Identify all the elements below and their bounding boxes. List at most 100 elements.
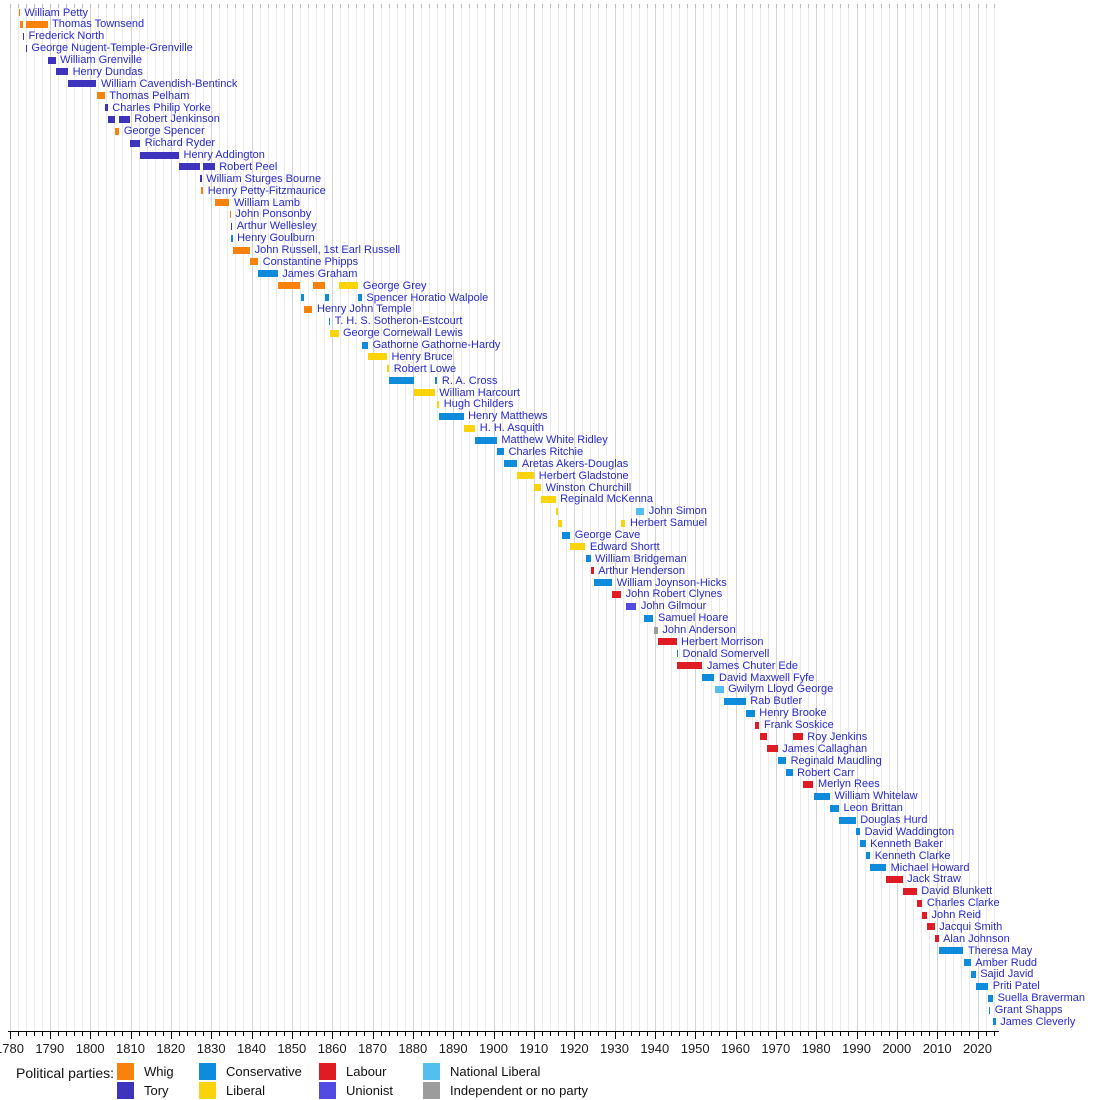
person-label[interactable]: Henry Bruce (391, 350, 453, 363)
person-label[interactable]: Henry Petty-Fitzmaurice (207, 184, 326, 197)
term-bar[interactable] (653, 626, 658, 634)
person-label[interactable]: Reginald McKenna (560, 493, 654, 506)
person-label[interactable]: Henry Dundas (72, 65, 143, 78)
term-bar[interactable] (324, 294, 329, 301)
term-bar[interactable] (541, 495, 556, 503)
term-bar[interactable] (927, 923, 935, 931)
term-bar[interactable] (229, 210, 231, 218)
person-label[interactable]: Merlyn Rees (818, 778, 880, 791)
term-bar[interactable] (96, 92, 105, 100)
person-label[interactable]: Winston Churchill (545, 481, 632, 494)
term-bar[interactable] (714, 685, 724, 693)
term-bar[interactable] (203, 163, 215, 171)
person-label[interactable]: David Maxwell Fyfe (719, 671, 815, 684)
person-label[interactable]: Richard Ryder (144, 137, 216, 150)
person-label[interactable]: William Cavendish-Bentinck (101, 77, 238, 90)
term-bar[interactable] (19, 20, 23, 28)
term-bar[interactable] (865, 852, 871, 860)
person-label[interactable]: James Callaghan (782, 742, 868, 755)
person-label[interactable]: Charles Philip Yorke (112, 101, 211, 114)
person-label[interactable]: Aretas Akers-Douglas (521, 457, 629, 470)
term-bar[interactable] (389, 377, 414, 385)
term-bar[interactable] (555, 507, 559, 515)
term-bar[interactable] (612, 590, 622, 598)
person-label[interactable]: Spencer Horatio Walpole (366, 291, 489, 304)
term-bar[interactable] (677, 662, 703, 670)
term-bar[interactable] (368, 353, 387, 361)
person-label[interactable]: Constantine Phipps (262, 255, 359, 268)
term-bar[interactable] (414, 389, 435, 396)
term-bar[interactable] (201, 187, 204, 195)
person-label[interactable]: William Bridgeman (595, 552, 687, 565)
person-label[interactable]: H. H. Asquith (479, 422, 544, 435)
person-label[interactable]: Michael Howard (890, 861, 970, 874)
person-label[interactable]: John Reid (931, 909, 982, 921)
term-bar[interactable] (437, 400, 440, 408)
term-bar[interactable] (361, 341, 369, 349)
person-label[interactable]: Kenneth Clarke (874, 849, 951, 862)
term-bar[interactable] (767, 745, 778, 753)
term-bar[interactable] (300, 294, 304, 301)
term-bar[interactable] (585, 555, 591, 563)
person-label[interactable]: R. A. Cross (441, 374, 498, 387)
person-label[interactable]: George Spencer (123, 125, 205, 138)
term-bar[interactable] (232, 246, 250, 254)
person-label[interactable]: John Russell, 1st Earl Russell (254, 244, 401, 256)
person-label[interactable]: Reginald Maudling (790, 754, 882, 767)
person-label[interactable]: William Harcourt (439, 386, 520, 399)
person-label[interactable]: Jacqui Smith (939, 920, 1003, 933)
term-bar[interactable] (358, 294, 362, 301)
person-label[interactable]: William Sturges Bourne (206, 172, 322, 185)
term-bar[interactable] (839, 816, 856, 824)
person-label[interactable]: Frank Soskice (764, 719, 834, 731)
term-bar[interactable] (988, 994, 994, 1002)
term-bar[interactable] (644, 614, 654, 622)
person-label[interactable]: Matthew White Ridley (501, 434, 608, 446)
person-label[interactable]: Rab Butler (750, 695, 803, 708)
person-label[interactable]: Priti Patel (992, 980, 1040, 993)
term-bar[interactable] (625, 602, 637, 610)
term-bar[interactable] (114, 127, 120, 135)
term-bar[interactable] (754, 721, 760, 729)
term-bar[interactable] (676, 650, 678, 658)
person-label[interactable]: Edward Shortt (590, 540, 660, 553)
person-label[interactable]: Herbert Samuel (630, 517, 708, 530)
term-bar[interactable] (702, 674, 715, 681)
term-bar[interactable] (250, 258, 259, 266)
term-bar[interactable] (786, 769, 793, 776)
term-bar[interactable] (517, 472, 535, 480)
term-bar[interactable] (886, 875, 903, 883)
term-bar[interactable] (860, 840, 866, 848)
person-label[interactable]: James Chuter Ede (706, 659, 798, 672)
person-label[interactable]: Charles Ritchie (508, 445, 584, 458)
person-label[interactable]: John Robert Clynes (625, 588, 723, 601)
term-bar[interactable] (504, 460, 518, 468)
person-label[interactable]: Thomas Townsend (52, 18, 145, 31)
term-bar[interactable] (975, 982, 989, 990)
term-bar[interactable] (934, 935, 939, 943)
term-bar[interactable] (870, 864, 887, 871)
person-label[interactable]: Herbert Morrison (681, 635, 764, 648)
person-label[interactable]: Thomas Pelham (109, 89, 190, 102)
person-label[interactable]: Samuel Hoare (658, 612, 729, 625)
person-label[interactable]: Henry Addington (183, 149, 265, 161)
term-bar[interactable] (970, 970, 976, 978)
term-bar[interactable] (303, 305, 313, 313)
person-label[interactable]: Kenneth Baker (870, 837, 943, 850)
person-label[interactable]: James Cleverly (1000, 1015, 1076, 1028)
person-label[interactable]: William Petty (24, 6, 88, 19)
person-label[interactable]: Sajid Javid (980, 968, 1034, 981)
term-bar[interactable] (621, 519, 626, 527)
term-bar[interactable] (230, 222, 233, 230)
term-bar[interactable] (104, 104, 108, 111)
term-bar[interactable] (988, 1006, 991, 1014)
person-label[interactable]: Henry Matthews (468, 410, 548, 423)
person-label[interactable]: Frederick North (28, 30, 105, 43)
term-bar[interactable] (129, 139, 141, 147)
term-bar[interactable] (558, 519, 562, 527)
person-label[interactable]: William Joynson-Hicks (616, 576, 727, 589)
person-label[interactable]: John Ponsonby (235, 208, 312, 221)
term-bar[interactable] (792, 733, 803, 741)
person-label[interactable]: Douglas Hurd (860, 814, 928, 826)
term-bar[interactable] (993, 1018, 996, 1026)
